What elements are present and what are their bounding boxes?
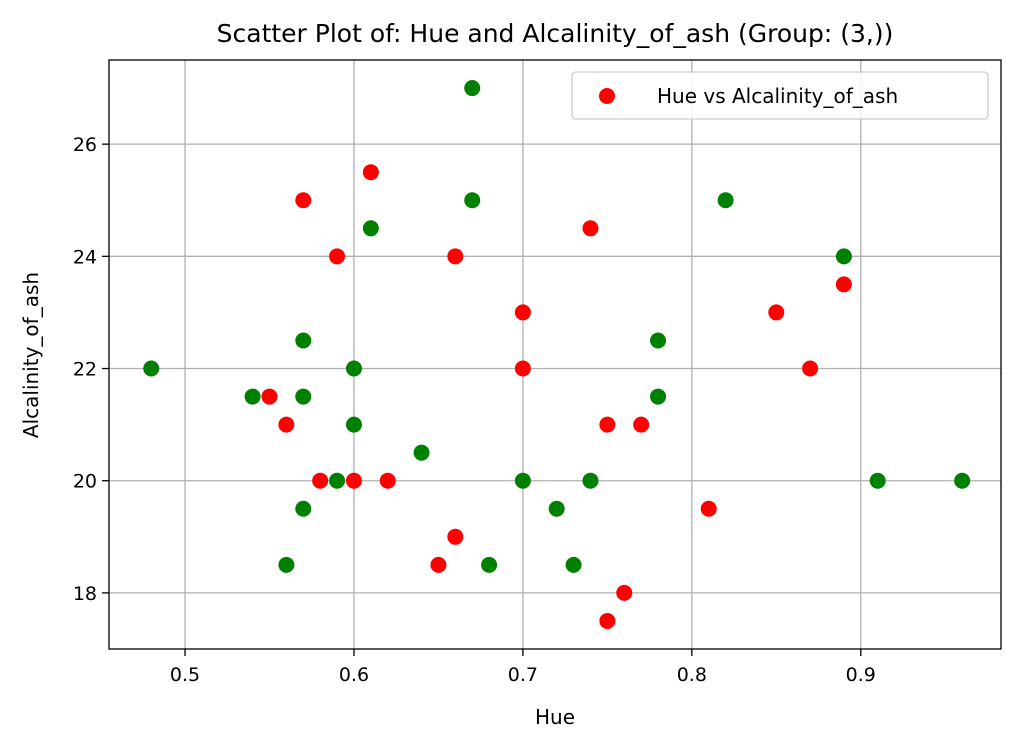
y-tick-label: 20 bbox=[73, 471, 97, 493]
red-data-point bbox=[514, 304, 531, 321]
green-data-point bbox=[413, 444, 430, 461]
green-data-point bbox=[345, 360, 362, 377]
red-data-point bbox=[295, 192, 312, 209]
green-data-point bbox=[345, 416, 362, 433]
red-data-point bbox=[599, 612, 616, 629]
green-data-point bbox=[295, 332, 312, 349]
red-data-point bbox=[379, 472, 396, 489]
legend: Hue vs Alcalinity_of_ash bbox=[571, 71, 989, 120]
red-data-point bbox=[582, 220, 599, 237]
grid-lines bbox=[109, 60, 1001, 649]
red-data-point bbox=[835, 276, 852, 293]
green-data-point bbox=[329, 472, 346, 489]
x-tick-label: 0.5 bbox=[170, 664, 200, 686]
red-data-point bbox=[599, 416, 616, 433]
green-data-point bbox=[717, 192, 734, 209]
green-data-point bbox=[565, 556, 582, 573]
x-tick-label: 0.8 bbox=[677, 664, 707, 686]
chart-title: Scatter Plot of: Hue and Alcalinity_of_a… bbox=[217, 19, 894, 48]
data-points bbox=[143, 80, 971, 629]
green-data-point bbox=[464, 80, 481, 97]
red-data-point bbox=[312, 472, 329, 489]
y-tick-label: 22 bbox=[73, 359, 97, 381]
green-data-point bbox=[514, 472, 531, 489]
red-data-point bbox=[802, 360, 819, 377]
green-data-point bbox=[835, 248, 852, 265]
red-data-point bbox=[616, 584, 633, 601]
y-tick-label: 24 bbox=[73, 246, 97, 268]
x-tick-label: 0.9 bbox=[846, 664, 876, 686]
red-data-point bbox=[514, 360, 531, 377]
green-data-point bbox=[295, 500, 312, 517]
green-data-point bbox=[481, 556, 498, 573]
green-data-point bbox=[548, 500, 565, 517]
x-tick-label: 0.7 bbox=[508, 664, 538, 686]
red-data-point bbox=[345, 472, 362, 489]
red-data-point bbox=[362, 164, 379, 181]
green-data-point bbox=[143, 360, 160, 377]
legend-marker bbox=[599, 88, 615, 104]
green-data-point bbox=[295, 388, 312, 405]
plot-area-frame bbox=[108, 59, 1002, 650]
green-data-point bbox=[278, 556, 295, 573]
red-data-point bbox=[430, 556, 447, 573]
x-tick-label: 0.6 bbox=[339, 664, 369, 686]
legend-entry-label: Hue vs Alcalinity_of_ash bbox=[657, 84, 898, 108]
green-data-point bbox=[650, 388, 667, 405]
green-data-point bbox=[244, 388, 261, 405]
red-data-point bbox=[700, 500, 717, 517]
x-axis-ticks: 0.5 0.6 0.7 0.8 0.9 bbox=[170, 649, 876, 686]
green-data-point bbox=[954, 472, 971, 489]
red-data-point bbox=[329, 248, 346, 265]
y-tick-label: 26 bbox=[73, 134, 97, 156]
red-data-point bbox=[447, 248, 464, 265]
green-data-point bbox=[582, 472, 599, 489]
green-data-point bbox=[650, 332, 667, 349]
red-data-point bbox=[633, 416, 650, 433]
y-axis-label: Alcalinity_of_ash bbox=[19, 272, 43, 438]
y-tick-label: 18 bbox=[73, 583, 97, 605]
legend-box bbox=[571, 71, 989, 120]
green-data-point bbox=[362, 220, 379, 237]
red-data-point bbox=[768, 304, 785, 321]
red-data-point bbox=[278, 416, 295, 433]
red-data-point bbox=[261, 388, 278, 405]
green-data-point bbox=[869, 472, 886, 489]
red-data-point bbox=[447, 528, 464, 545]
x-axis-label: Hue bbox=[535, 705, 575, 729]
green-data-point bbox=[464, 192, 481, 209]
y-axis-ticks: 18 20 22 24 26 bbox=[73, 134, 109, 605]
